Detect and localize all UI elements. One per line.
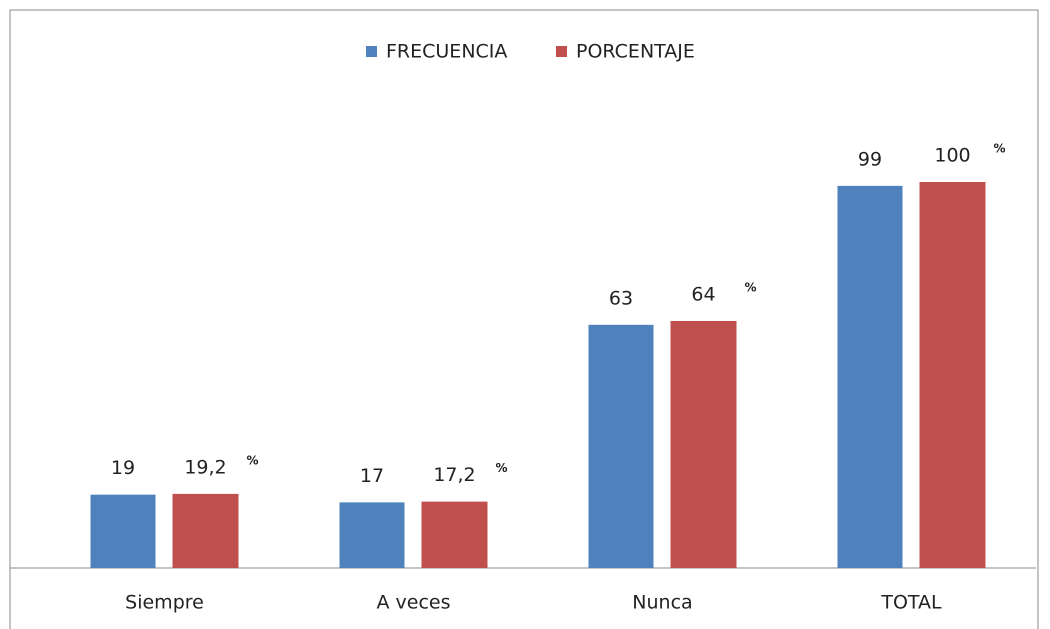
- legend-swatch: [366, 46, 377, 57]
- x-tick-label: Nunca: [632, 592, 692, 614]
- x-tick-label: TOTAL: [880, 592, 942, 614]
- data-label: 64: [691, 283, 715, 305]
- data-label: 17: [360, 465, 384, 487]
- bar: [421, 501, 488, 568]
- data-label: 17,2: [433, 464, 475, 486]
- percent-mark: %: [496, 461, 508, 475]
- percent-mark: %: [745, 280, 757, 294]
- bar: [588, 324, 654, 568]
- bar: [90, 494, 156, 568]
- data-label: 19,2: [184, 456, 226, 478]
- legend-label: PORCENTAJE: [576, 41, 695, 63]
- percent-mark: %: [247, 453, 259, 467]
- legend-swatch: [556, 46, 567, 57]
- bar: [339, 502, 405, 568]
- chart-frame: [9, 9, 1039, 629]
- percent-mark: %: [994, 142, 1006, 156]
- bar: [670, 320, 737, 568]
- data-label: 19: [111, 457, 135, 479]
- bar: [172, 493, 239, 568]
- bar: [837, 185, 903, 569]
- bar: [919, 182, 986, 568]
- data-label: 100: [934, 145, 970, 167]
- data-label: 63: [609, 287, 633, 309]
- x-tick-label: A veces: [376, 592, 450, 614]
- data-label: 99: [858, 148, 882, 170]
- legend-label: FRECUENCIA: [386, 41, 507, 63]
- x-tick-label: Siempre: [125, 592, 204, 614]
